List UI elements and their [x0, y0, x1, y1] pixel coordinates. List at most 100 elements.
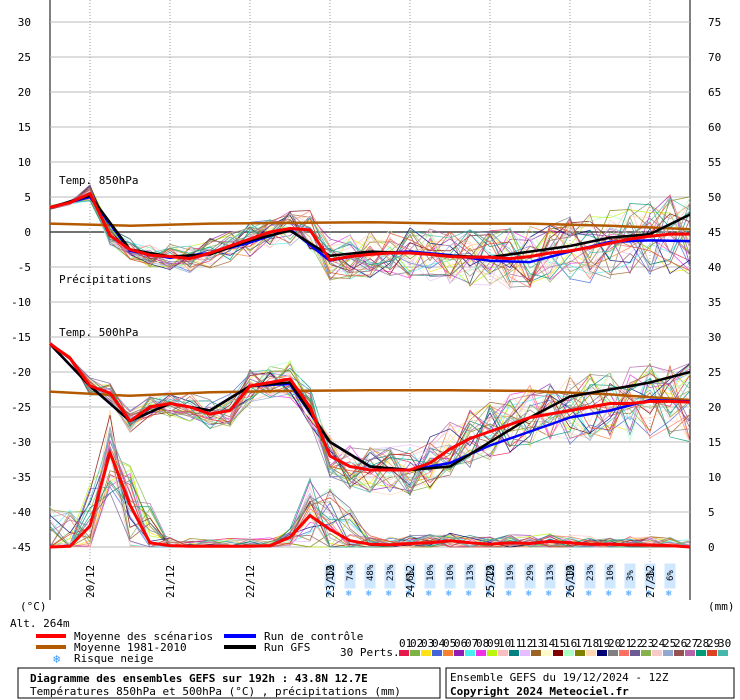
x-tick-label: 27/12	[644, 565, 657, 598]
snowflake-icon: ❄	[366, 589, 372, 599]
ensemble-member-line	[49, 344, 691, 494]
panel-label-t850: Temp. 850hPa	[59, 174, 138, 187]
perturbation-label: 20	[608, 637, 621, 650]
left-tick-label: -35	[11, 471, 31, 484]
perturbation-label: 03	[421, 637, 434, 650]
panel-label-precip: Précipitations	[59, 273, 152, 286]
snow-risk-label: 10%	[606, 564, 616, 581]
snow-risk-label: 23%	[386, 564, 396, 581]
series-lines	[49, 192, 691, 549]
perturbation-swatch	[476, 650, 486, 656]
ensemble-member-line	[50, 433, 691, 548]
legend-label-climate: Moyenne 1981-2010	[74, 641, 187, 654]
perturbation-swatch	[641, 650, 651, 656]
snow-risk-cell	[363, 562, 377, 590]
copyright: Copyright 2024 Meteociel.fr	[450, 685, 629, 698]
ensemble-member-line	[49, 194, 691, 286]
perturbation-label: 21	[619, 637, 632, 650]
perturbation-swatch	[509, 650, 519, 656]
perturbation-label: 06	[454, 637, 467, 650]
snow-risk-label: 74%	[346, 564, 356, 581]
left-tick-label: -10	[11, 296, 31, 309]
perturbation-label: 05	[443, 637, 456, 650]
ensemble-member-line	[49, 185, 691, 278]
perturbation-swatch	[531, 650, 541, 656]
perturbation-swatch	[399, 650, 409, 656]
perturbation-swatch	[498, 650, 508, 656]
run-info: Ensemble GEFS du 19/12/2024 - 12Z	[450, 671, 669, 684]
snowflake-icon: ❄	[406, 589, 412, 599]
perturbation-swatch	[707, 650, 717, 656]
snow-risk-cell	[383, 562, 397, 590]
perturbation-label: 30	[718, 637, 731, 650]
left-tick-label: -30	[11, 436, 31, 449]
perturbation-swatch	[432, 650, 442, 656]
info-box	[445, 667, 735, 699]
snowflake-icon: ❄	[506, 589, 512, 599]
x-tick-label: 24/12	[404, 565, 417, 598]
left-tick-label: 25	[18, 51, 31, 64]
snow-risk-label: 6%	[666, 570, 676, 581]
perturbation-label: 14	[542, 637, 556, 650]
perturbation-label: 02	[410, 637, 423, 650]
left-tick-label: 5	[24, 191, 31, 204]
snow-risk-cell	[563, 562, 577, 590]
snow-risk-label: 10%	[446, 564, 456, 581]
snow-risk-cell	[323, 562, 337, 590]
legend-label-control: Run de contrôle	[264, 630, 363, 643]
perturbation-swatch	[410, 650, 420, 656]
right-tick-label: 25	[708, 366, 721, 379]
right-tick-label: 30	[708, 331, 721, 344]
snowflake-icon: ❄	[666, 589, 672, 599]
perturbation-swatch	[575, 650, 585, 656]
left-tick-label: -45	[11, 541, 31, 554]
snow-risk-label: 6%	[406, 570, 416, 581]
right-tick-label: 5	[708, 506, 715, 519]
perturbation-label: 18	[586, 637, 599, 650]
perturbation-label: 10	[498, 637, 511, 650]
ensemble-member-line	[50, 477, 691, 548]
right-tick-label: 0	[708, 541, 715, 554]
perturbation-swatch	[553, 650, 563, 656]
legend: Moyenne des scénarios Moyenne 1981-2010 …	[36, 630, 363, 666]
x-tick-label: 25/12	[484, 565, 497, 598]
snow-risk-row: 16%❄74%❄48%❄23%❄6%❄10%❄10%❄13%❄22%❄19%❄2…	[323, 562, 677, 599]
series-line-precip	[49, 451, 691, 549]
legend-label-gfs: Run GFS	[264, 641, 310, 654]
snow-risk-label: 22%	[486, 564, 496, 581]
right-tick-label: 35	[708, 296, 721, 309]
series-line-t850	[49, 220, 691, 231]
left-tick-label: 20	[18, 86, 31, 99]
left-tick-label: -20	[11, 366, 31, 379]
panel-label-t500: Temp. 500hPa	[59, 326, 138, 339]
perturbation-swatch	[586, 650, 596, 656]
right-tick-label: 65	[708, 86, 721, 99]
perturbation-swatch	[465, 650, 475, 656]
snow-risk-cell	[623, 562, 637, 590]
snow-risk-cell	[583, 562, 597, 590]
perturbation-swatch	[652, 650, 662, 656]
perturbation-label: 13	[531, 637, 544, 650]
snow-risk-cell	[343, 562, 357, 590]
perturbation-label: 12	[520, 637, 533, 650]
perturbation-swatch	[674, 650, 684, 656]
ensemble-member-line	[49, 343, 691, 490]
left-tick-label: -40	[11, 506, 31, 519]
left-tick-label: -25	[11, 401, 31, 414]
snow-risk-cell	[523, 562, 537, 590]
perturbation-swatch	[619, 650, 629, 656]
legend-label-mean: Moyenne des scénarios	[74, 630, 213, 643]
perturbation-swatch	[542, 650, 552, 656]
perturbation-swatch	[630, 650, 640, 656]
snow-risk-label: 13%	[466, 564, 476, 581]
snow-risk-label: 3%	[646, 570, 656, 581]
chart-subtitle: Températures 850hPa et 500hPa (°C) , pré…	[30, 685, 401, 698]
perturbation-label: 25	[663, 637, 676, 650]
right-tick-label: 45	[708, 226, 721, 239]
snow-risk-label: 29%	[526, 564, 536, 581]
perturbation-label: 23	[641, 637, 654, 650]
snowflake-icon: ❄	[566, 589, 572, 599]
series-line-t500	[49, 342, 691, 472]
snow-risk-label: 19%	[506, 564, 516, 581]
